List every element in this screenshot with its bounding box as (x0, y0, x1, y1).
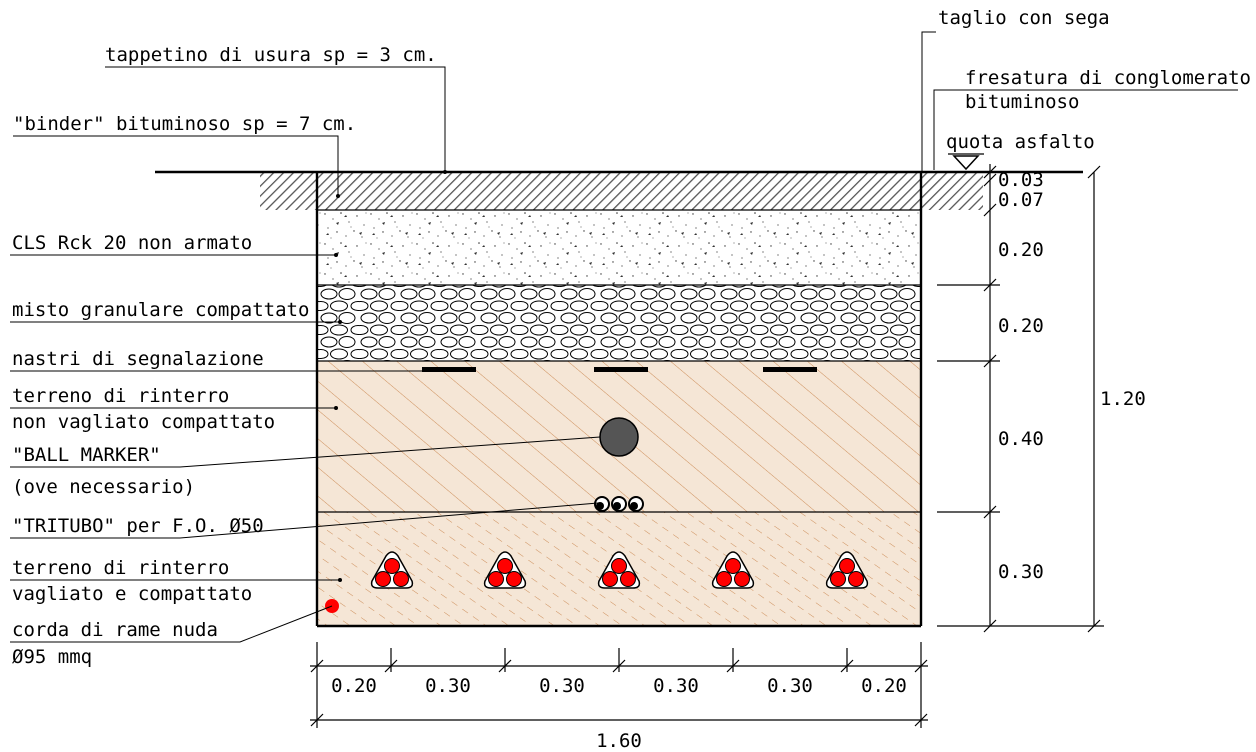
horizontal-dimensions (310, 642, 928, 728)
label-misto: misto granulare compattato (12, 299, 309, 321)
label-fresatura-line1: fresatura di conglomerato (965, 67, 1251, 89)
three-core-cable-icon (483, 551, 527, 589)
dim-total-height: 1.20 (1100, 388, 1146, 410)
label-tappetino: tappetino di usura sp = 3 cm. (105, 44, 437, 66)
label-cls: CLS Rck 20 non armato (12, 232, 252, 254)
three-core-cable-icon (711, 551, 755, 589)
dim-h-5: 0.20 (861, 675, 907, 697)
label-rinterro-1-line1: terreno di rinterro (12, 385, 229, 407)
label-fresatura-line2: bituminoso (965, 91, 1079, 113)
dim-total-width: 1.60 (596, 730, 642, 752)
gravel-layer (317, 285, 921, 361)
dim-0-40: 0.40 (998, 428, 1044, 450)
asphalt-layer (260, 172, 983, 210)
three-core-cable-icon (370, 551, 414, 589)
label-corda-line1: corda di rame nuda (12, 619, 218, 641)
dim-h-0: 0.20 (331, 675, 377, 697)
dim-0-03: 0.03 (998, 169, 1044, 191)
label-rinterro-1-line2: non vagliato compattato (12, 411, 275, 433)
leader-lines (10, 31, 1238, 643)
label-taglio: taglio con sega (938, 7, 1110, 29)
vertical-dimensions (937, 164, 1104, 633)
label-rinterro-2-line1: terreno di rinterro (12, 557, 229, 579)
dim-h-3: 0.30 (653, 675, 699, 697)
three-core-cable-icon (597, 551, 641, 589)
dim-h-1: 0.30 (425, 675, 471, 697)
warning-tape (422, 367, 476, 372)
level-triangle-icon (948, 153, 984, 171)
dim-h-2: 0.30 (539, 675, 585, 697)
tritubo-icon (594, 496, 644, 512)
dim-h-4: 0.30 (767, 675, 813, 697)
three-core-cable-icon (825, 551, 869, 589)
label-tritubo: "TRITUBO" per F.O. Ø50 (12, 515, 264, 537)
label-nastri: nastri di segnalazione (12, 348, 264, 370)
label-ball-marker-line2: (ove necessario) (12, 476, 195, 498)
dim-0-07: 0.07 (998, 189, 1044, 211)
label-rinterro-2-line2: vagliato e compattato (12, 583, 252, 605)
dim-0-20-gravel: 0.20 (998, 315, 1044, 337)
dim-0-30: 0.30 (998, 561, 1044, 583)
ball-marker-icon (599, 417, 639, 457)
dim-0-20-concrete: 0.20 (998, 239, 1044, 261)
label-quota: quota asfalto (946, 131, 1095, 153)
label-binder: "binder" bituminoso sp = 7 cm. (13, 113, 356, 135)
concrete-layer (317, 210, 921, 285)
warning-tape (763, 367, 817, 372)
warning-tape (594, 367, 648, 372)
label-ball-marker-line1: "BALL MARKER" (12, 444, 161, 466)
label-corda-line2: Ø95 mmq (12, 646, 92, 668)
